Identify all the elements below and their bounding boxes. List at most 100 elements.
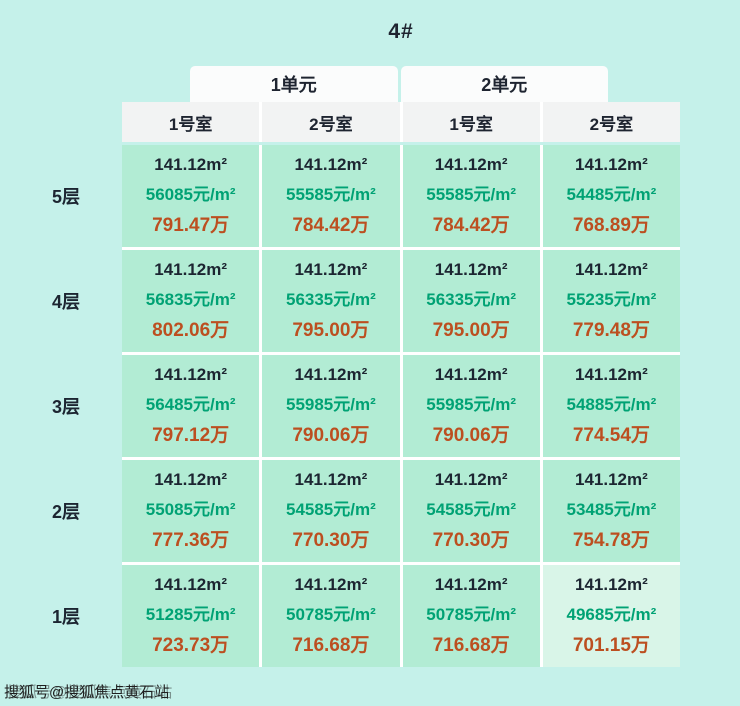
unit-price-value: 49685元/m² xyxy=(566,605,657,624)
total-price-value: 790.06万 xyxy=(432,425,510,446)
price-cell: 141.12m² 54585元/m² 770.30万 xyxy=(402,460,540,562)
area-value: 141.12m² xyxy=(434,470,508,489)
area-value: 141.12m² xyxy=(574,575,648,594)
price-cell: 141.12m² 56335元/m² 795.00万 xyxy=(262,250,400,352)
total-price-value: 723.73万 xyxy=(152,635,230,656)
price-cell: 141.12m² 54885元/m² 774.54万 xyxy=(542,355,680,457)
area-value: 141.12m² xyxy=(434,155,508,174)
watermark: 搜狐号@搜狐焦点黄石站 xyxy=(4,684,170,701)
unit-price-value: 56835元/m² xyxy=(145,290,236,309)
total-price-value: 716.68万 xyxy=(292,635,370,656)
unit-price-value: 51285元/m² xyxy=(145,605,236,624)
price-cell: 141.12m² 56835元/m² 802.06万 xyxy=(122,250,260,352)
total-price-value: 790.06万 xyxy=(292,425,370,446)
total-price-value: 784.42万 xyxy=(432,215,510,236)
unit-price-value: 55085元/m² xyxy=(145,500,236,519)
total-price-value: 802.06万 xyxy=(152,320,230,341)
unit-header-spacer-right xyxy=(608,66,680,102)
room-header: 1号室 xyxy=(122,102,260,142)
unit-price-value: 56335元/m² xyxy=(426,290,517,309)
price-cell: 141.12m² 56485元/m² 797.12万 xyxy=(122,355,260,457)
price-cell: 141.12m² 50785元/m² 716.68万 xyxy=(262,565,400,667)
total-price-value: 701.15万 xyxy=(572,635,650,656)
total-price-value: 768.89万 xyxy=(572,215,650,236)
area-value: 141.12m² xyxy=(574,365,648,384)
building-title: 4# xyxy=(388,20,414,43)
floor-labels: 5层 4层 3层 2层 1层 xyxy=(0,145,122,670)
room-header-row: 1号室 2号室 1号室 2号室 xyxy=(122,102,680,142)
area-value: 141.12m² xyxy=(294,155,368,174)
price-cell: 141.12m² 49685元/m² 701.15万 xyxy=(542,565,680,667)
price-cell: 141.12m² 55985元/m² 790.06万 xyxy=(402,355,540,457)
floor-label: 4层 xyxy=(52,292,81,312)
floor-label: 1层 xyxy=(52,607,81,627)
floor-label: 3层 xyxy=(52,397,81,417)
price-cell: 141.12m² 50785元/m² 716.68万 xyxy=(402,565,540,667)
area-value: 141.12m² xyxy=(154,260,228,279)
price-cell: 141.12m² 55585元/m² 784.42万 xyxy=(402,145,540,247)
area-value: 141.12m² xyxy=(154,365,228,384)
total-price-value: 784.42万 xyxy=(292,215,370,236)
unit-price-value: 56085元/m² xyxy=(145,185,236,204)
room-header: 2号室 xyxy=(262,102,400,142)
unit-price-value: 50785元/m² xyxy=(426,605,517,624)
area-value: 141.12m² xyxy=(434,365,508,384)
price-cell: 141.12m² 55985元/m² 790.06万 xyxy=(262,355,400,457)
area-value: 141.12m² xyxy=(294,260,368,279)
total-price-value: 791.47万 xyxy=(152,215,230,236)
total-price-value: 795.00万 xyxy=(432,320,510,341)
unit-price-value: 56335元/m² xyxy=(285,290,376,309)
area-value: 141.12m² xyxy=(154,470,228,489)
floor-label: 5层 xyxy=(52,187,81,207)
area-value: 141.12m² xyxy=(574,260,648,279)
price-cell: 141.12m² 55235元/m² 779.48万 xyxy=(542,250,680,352)
unit-price-value: 53485元/m² xyxy=(566,500,657,519)
unit-price-value: 50785元/m² xyxy=(285,605,376,624)
unit-price-value: 54885元/m² xyxy=(566,395,657,414)
price-grid: 141.12m² 56085元/m² 791.47万 141.12m² 55585元/m… xyxy=(122,145,680,667)
price-cell: 141.12m² 54485元/m² 768.89万 xyxy=(542,145,680,247)
area-value: 141.12m² xyxy=(154,575,228,594)
price-cell: 141.12m² 56335元/m² 795.00万 xyxy=(402,250,540,352)
unit-price-value: 56485元/m² xyxy=(145,395,236,414)
unit-price-value: 55585元/m² xyxy=(285,185,376,204)
total-price-value: 779.48万 xyxy=(572,320,650,341)
area-value: 141.12m² xyxy=(434,575,508,594)
price-cell: 141.12m² 55085元/m² 777.36万 xyxy=(122,460,260,562)
price-cell: 141.12m² 55585元/m² 784.42万 xyxy=(262,145,400,247)
total-price-value: 770.30万 xyxy=(432,530,510,551)
unit-price-value: 55585元/m² xyxy=(426,185,517,204)
area-value: 141.12m² xyxy=(294,470,368,489)
area-value: 141.12m² xyxy=(294,575,368,594)
unit-price-value: 55235元/m² xyxy=(566,290,657,309)
total-price-value: 777.36万 xyxy=(152,530,230,551)
area-value: 141.12m² xyxy=(574,470,648,489)
unit-header-1: 1单元 xyxy=(190,66,398,102)
room-header: 2号室 xyxy=(542,102,680,142)
area-value: 141.12m² xyxy=(294,365,368,384)
unit-price-value: 55985元/m² xyxy=(426,395,517,414)
price-cell: 141.12m² 53485元/m² 754.78万 xyxy=(542,460,680,562)
unit-header-row: 1单元 2单元 xyxy=(122,66,680,102)
unit-header-2: 2单元 xyxy=(400,66,608,102)
price-table: 1单元 2单元 1号室 2号室 1号室 2号室 141.12m² 56085元/m… xyxy=(122,66,680,667)
total-price-value: 754.78万 xyxy=(572,530,650,551)
total-price-value: 774.54万 xyxy=(572,425,650,446)
unit-price-value: 54585元/m² xyxy=(285,500,376,519)
room-header: 1号室 xyxy=(402,102,540,142)
area-value: 141.12m² xyxy=(574,155,648,174)
area-value: 141.12m² xyxy=(154,155,228,174)
price-cell: 141.12m² 56085元/m² 791.47万 xyxy=(122,145,260,247)
total-price-value: 797.12万 xyxy=(152,425,230,446)
total-price-value: 716.68万 xyxy=(432,635,510,656)
unit-price-value: 55985元/m² xyxy=(285,395,376,414)
price-cell: 141.12m² 51285元/m² 723.73万 xyxy=(122,565,260,667)
price-cell: 141.12m² 54585元/m² 770.30万 xyxy=(262,460,400,562)
total-price-value: 795.00万 xyxy=(292,320,370,341)
unit-price-value: 54485元/m² xyxy=(566,185,657,204)
floor-label: 2层 xyxy=(52,502,81,522)
unit-price-value: 54585元/m² xyxy=(426,500,517,519)
total-price-value: 770.30万 xyxy=(292,530,370,551)
area-value: 141.12m² xyxy=(434,260,508,279)
